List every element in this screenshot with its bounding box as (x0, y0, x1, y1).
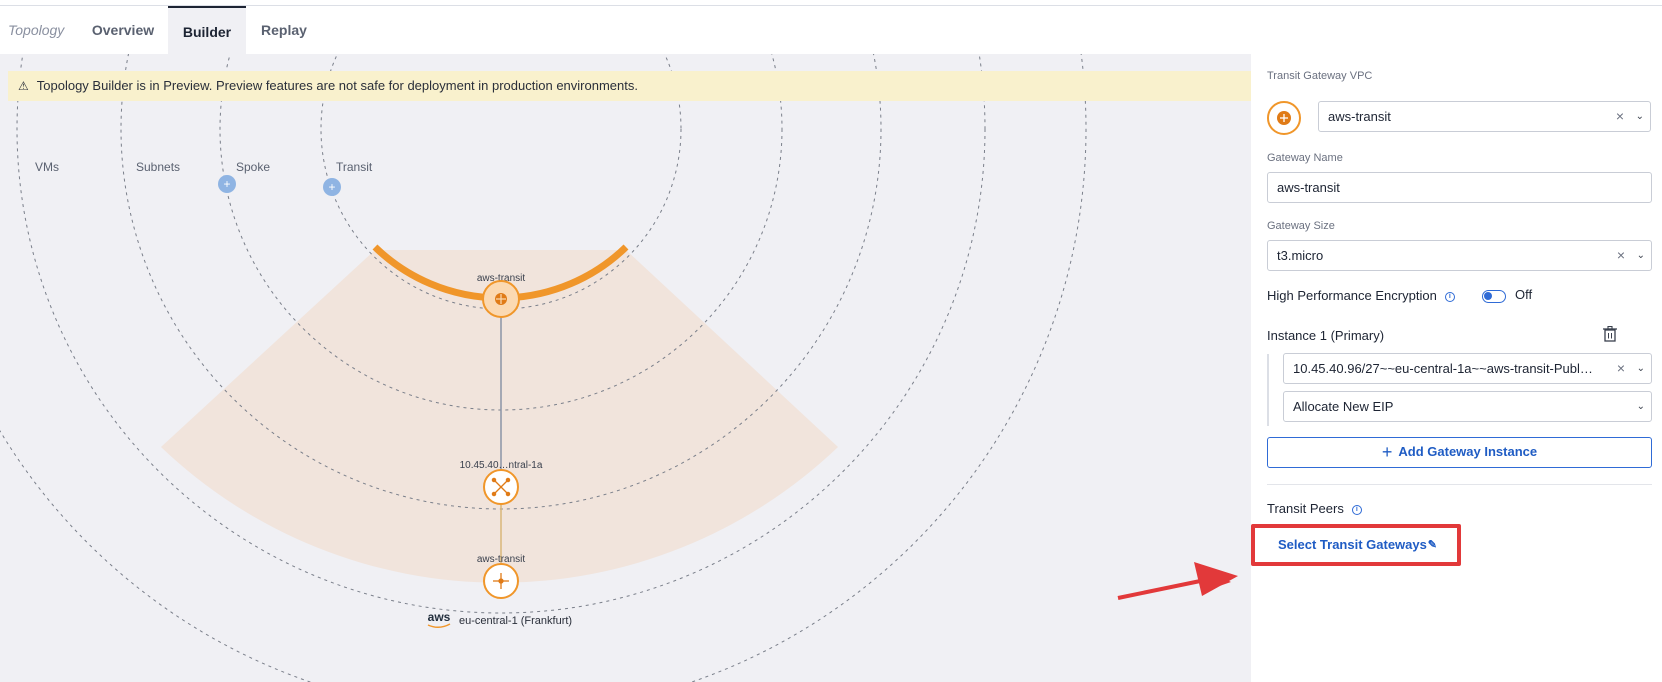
topology-canvas[interactable]: VMs Subnets Spoke Transit + + aws-transi… (0, 54, 1251, 682)
transit-gateway-node[interactable] (482, 280, 520, 318)
add-gateway-instance-button[interactable]: + Add Gateway Instance (1267, 437, 1652, 468)
clear-icon[interactable]: × (1616, 247, 1625, 263)
transit-vpc-label: Transit Gateway VPC (1267, 70, 1373, 82)
transit-peers-row: Transit Peers i (1267, 501, 1362, 516)
chevron-down-icon[interactable]: ⌄ (1636, 363, 1645, 374)
tab-overview[interactable]: Overview (91, 22, 155, 38)
subnet-node-label: 10.45.40…ntral-1a (460, 460, 543, 471)
breadcrumb-topology: Topology (8, 22, 65, 38)
hpe-row: High Performance Encryption i (1267, 288, 1455, 303)
instance-eip-select[interactable]: Allocate New EIP ⌄ (1283, 391, 1652, 422)
svg-text:+: + (328, 180, 335, 194)
region-label: eu-central-1 (Frankfurt) (459, 615, 572, 627)
vpc-icon (493, 573, 509, 589)
column-label-subnets: Subnets (136, 160, 180, 174)
select-transit-gateways-button[interactable]: Select Transit Gateways ✎ (1264, 534, 1447, 556)
vpc-node-label: aws-transit (477, 554, 526, 565)
ring-vms (16, 54, 986, 614)
hpe-label: High Performance Encryption (1267, 288, 1437, 303)
ring-outer (0, 54, 1087, 682)
subnet-node[interactable] (483, 469, 519, 505)
topology-diagram: VMs Subnets Spoke Transit + + aws-transi… (0, 54, 1087, 682)
add-transit-button[interactable]: + (323, 178, 341, 196)
chevron-down-icon[interactable]: ⌄ (1636, 401, 1645, 412)
info-icon[interactable]: i (1351, 504, 1362, 515)
clear-icon[interactable]: × (1616, 360, 1625, 376)
aws-logo: aws (428, 610, 451, 628)
edit-icon: ✎ (1427, 539, 1437, 551)
instance-label: Instance 1 (Primary) (1267, 328, 1385, 343)
annotation-arrow (1117, 562, 1238, 600)
info-icon[interactable]: i (1444, 291, 1455, 302)
vpc-node[interactable] (483, 563, 519, 599)
preview-banner-text: Topology Builder is in Preview. Preview … (36, 78, 638, 93)
transit-sector (161, 250, 838, 583)
transit-peers-label: Transit Peers (1267, 501, 1344, 516)
gateway-size-label: Gateway Size (1267, 220, 1335, 232)
chevron-down-icon[interactable]: ⌄ (1635, 111, 1644, 122)
properties-panel: Transit Gateway VPC aws-transit × ⌄ Gate… (1251, 54, 1662, 682)
section-divider (1267, 484, 1652, 485)
column-label-transit: Transit (336, 160, 373, 174)
hpe-toggle[interactable] (1482, 290, 1506, 303)
subnet-icon (491, 477, 511, 497)
warning-icon: ⚠ (18, 79, 29, 93)
svg-text:aws: aws (428, 610, 451, 624)
gateway-name-input[interactable]: aws-transit (1267, 172, 1652, 203)
instance-subnet-select[interactable]: 10.45.40.96/27~~eu-central-1a~~aws-trans… (1283, 353, 1652, 384)
hpe-state: Off (1515, 287, 1533, 302)
gateway-size-select[interactable]: t3.micro × ⌄ (1267, 240, 1652, 271)
trash-icon[interactable] (1603, 326, 1617, 342)
instance-group-bar (1267, 354, 1269, 426)
plus-icon: + (1381, 442, 1393, 462)
transit-vpc-select[interactable]: aws-transit × ⌄ (1318, 101, 1651, 132)
transit-vpc-icon (1267, 101, 1301, 135)
clear-icon[interactable]: × (1615, 108, 1624, 124)
add-spoke-button[interactable]: + (218, 175, 236, 193)
tab-replay[interactable]: Replay (261, 22, 307, 38)
tab-bar: Topology Overview Builder Replay (0, 6, 1662, 54)
column-label-vms: VMs (35, 160, 59, 174)
chevron-down-icon[interactable]: ⌄ (1636, 250, 1645, 261)
column-label-spoke: Spoke (236, 160, 270, 174)
transit-gateway-node-label: aws-transit (477, 273, 526, 284)
gateway-name-label: Gateway Name (1267, 152, 1343, 164)
tab-builder[interactable]: Builder (168, 6, 246, 54)
top-divider (0, 5, 1662, 6)
svg-text:+: + (223, 177, 230, 191)
preview-banner: ⚠ Topology Builder is in Preview. Preview… (8, 71, 1251, 101)
highlight-box: Select Transit Gateways ✎ (1251, 524, 1461, 566)
